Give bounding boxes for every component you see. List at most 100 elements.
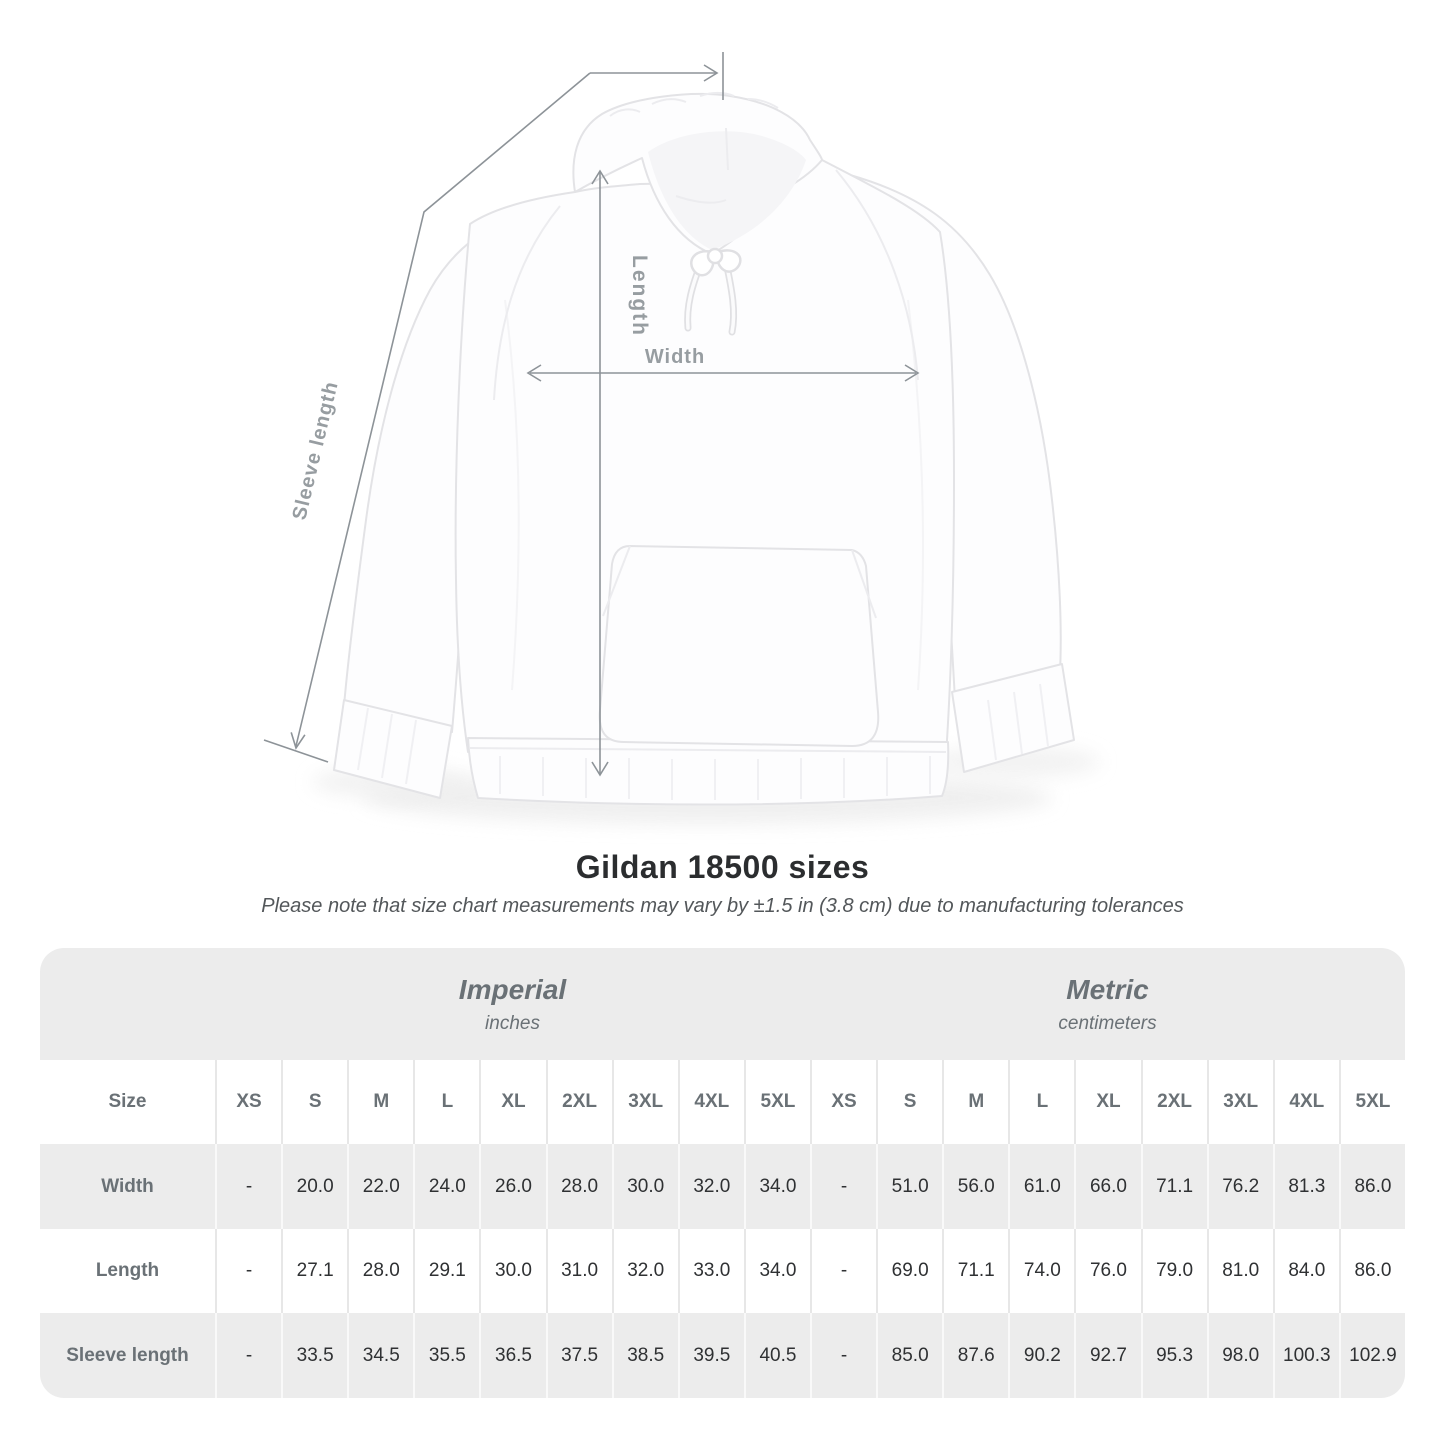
measurement-cell: 87.6 [942,1313,1009,1398]
size-table-container: Imperial inches Metric centimeters Size … [40,948,1405,1398]
measurement-cell: 71.1 [1140,1144,1207,1229]
size-row-label: Size [40,1060,215,1144]
measurement-cell: 30.0 [611,1144,678,1229]
measurement-cell: 26.0 [479,1144,546,1229]
size-col-header: S [281,1060,348,1144]
width-measure-label: Width [645,346,705,368]
measurement-cell: 27.1 [281,1229,348,1313]
measurement-cell: 32.0 [611,1229,678,1313]
imperial-units: inches [485,1012,540,1034]
measurement-cell: 33.5 [281,1313,348,1398]
measurement-cell: 76.2 [1206,1144,1273,1229]
size-col-header: S [876,1060,943,1144]
size-col-header: L [1008,1060,1075,1144]
measurement-cell: 35.5 [413,1313,480,1398]
hem-rib-lines [499,756,931,800]
measurement-cell: - [215,1229,282,1313]
length-row: Length - 27.1 28.0 29.1 30.0 31.0 32.0 3… [40,1229,1405,1313]
measurement-cell: 22.0 [347,1144,414,1229]
size-col-header: 4XL [677,1060,744,1144]
measurement-cell: 40.5 [743,1313,810,1398]
measurement-cell: - [809,1144,877,1229]
page-title: Gildan 18500 sizes [575,849,870,885]
measure-row-label: Sleeve length [40,1313,215,1398]
measurement-cell: 56.0 [942,1144,1009,1229]
sleeve-length-arrow [263,52,724,763]
measurement-cell: 38.5 [611,1313,678,1398]
measurement-cell: 84.0 [1272,1229,1339,1313]
measurement-cell: 69.0 [876,1229,943,1313]
measurement-cell: 74.0 [1008,1229,1075,1313]
hoodie-measurement-diagram: Width Length Sleeve length [263,52,1100,824]
metric-units: centimeters [1058,1012,1157,1034]
size-header-row: Size XS S M L XL 2XL 3XL 4XL 5XL XS S M … [40,1060,1405,1144]
imperial-label: Imperial [458,973,567,1005]
measurement-cell: 28.0 [545,1144,612,1229]
metric-header: Metric centimeters [809,948,1405,1060]
imperial-header: Imperial inches [215,948,810,1060]
measurement-cell: 102.9 [1338,1313,1405,1398]
size-col-header: XL [1074,1060,1141,1144]
size-col-header: 3XL [1206,1060,1273,1144]
measurement-cell: 31.0 [545,1229,612,1313]
measurement-cell: 20.0 [281,1144,348,1229]
measurement-cell: 98.0 [1206,1313,1273,1398]
measurement-cell: 90.2 [1008,1313,1075,1398]
size-col-header: XS [215,1060,282,1144]
measurement-cell: - [215,1313,282,1398]
measure-row-label: Width [40,1144,215,1229]
measure-row-label: Length [40,1229,215,1313]
size-col-header: 5XL [1338,1060,1405,1144]
size-col-header: 3XL [611,1060,678,1144]
sleeve-length-measure-label: Sleeve length [288,379,342,522]
measurement-cell: 76.0 [1074,1229,1141,1313]
hoodie-hem-band [467,737,950,806]
size-col-header: XS [809,1060,877,1144]
size-col-header: 4XL [1272,1060,1339,1144]
hoodie-right-cuff [951,663,1075,773]
sleeve-length-row: Sleeve length - 33.5 34.5 35.5 36.5 37.5… [40,1313,1405,1398]
size-col-header: 5XL [743,1060,810,1144]
measurement-cell: 30.0 [479,1229,546,1313]
measurement-cell: 37.5 [545,1313,612,1398]
measurement-cell: 85.0 [876,1313,943,1398]
measurement-cell: 86.0 [1338,1144,1405,1229]
measurement-cell: 61.0 [1008,1144,1075,1229]
hoodie-illustration [333,92,1075,806]
size-table: Imperial inches Metric centimeters Size … [40,948,1405,1398]
width-row: Width - 20.0 22.0 24.0 26.0 28.0 30.0 32… [40,1144,1405,1229]
size-col-header: M [347,1060,414,1144]
measurement-cell: 29.1 [413,1229,480,1313]
measurement-cell: 71.1 [942,1229,1009,1313]
measurement-cell: 81.3 [1272,1144,1339,1229]
measurement-cell: - [809,1229,877,1313]
measurement-cell: 92.7 [1074,1313,1141,1398]
width-arrow [526,364,920,382]
measurement-cell: 51.0 [876,1144,943,1229]
measurement-cell: 86.0 [1338,1229,1405,1313]
measurement-cell: 34.0 [743,1229,810,1313]
measurement-cell: 33.0 [677,1229,744,1313]
size-col-header: L [413,1060,480,1144]
unit-header-row: Imperial inches Metric centimeters [40,948,1405,1060]
size-col-header: 2XL [1140,1060,1207,1144]
unit-header-spacer [40,948,215,1060]
measurement-cell: 32.0 [677,1144,744,1229]
measurement-cell: - [215,1144,282,1229]
measurement-cell: 39.5 [677,1313,744,1398]
measurement-cell: 79.0 [1140,1229,1207,1313]
measurement-cell: 24.0 [413,1144,480,1229]
measurement-cell: 100.3 [1272,1313,1339,1398]
hoodie-drawstrings [684,247,742,336]
length-arrow [591,169,609,777]
measurement-cell: 66.0 [1074,1144,1141,1229]
length-measure-label: Length [628,255,651,337]
hood-lining [648,131,806,250]
size-col-header: XL [479,1060,546,1144]
size-col-header: 2XL [545,1060,612,1144]
measurement-cell: 34.0 [743,1144,810,1229]
measurement-cell: - [809,1313,877,1398]
measurement-cell: 81.0 [1206,1229,1273,1313]
hoodie-kangaroo-pocket [598,545,880,747]
